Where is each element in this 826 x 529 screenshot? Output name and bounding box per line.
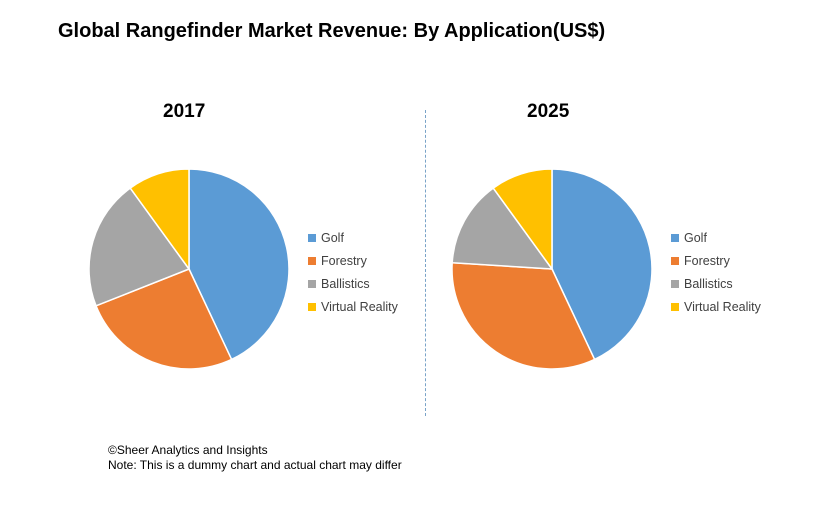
legend-swatch-ballistics: [671, 279, 679, 288]
legend-label-ballistics: Ballistics: [684, 276, 733, 291]
legend-2017: Golf Forestry Ballistics Virtual Reality: [308, 226, 398, 318]
legend-item-virtual-reality: Virtual Reality: [671, 295, 761, 318]
disclaimer-note: Note: This is a dummy chart and actual c…: [108, 458, 402, 472]
legend-swatch-golf: [308, 233, 316, 242]
legend-item-virtual-reality: Virtual Reality: [308, 295, 398, 318]
pie-slice-2025-forestry: [451, 261, 596, 370]
legend-swatch-golf: [671, 233, 679, 242]
legend-label-forestry: Forestry: [684, 253, 730, 268]
legend-swatch-ballistics: [308, 279, 316, 288]
legend-2025: Golf Forestry Ballistics Virtual Reality: [671, 226, 761, 318]
pie-title-2017: 2017: [163, 101, 206, 122]
legend-label-virtual-reality: Virtual Reality: [321, 299, 398, 314]
divider: [425, 110, 426, 416]
pie-slice-2025-virtual-reality: [492, 168, 553, 272]
chart-title: Global Rangefinder Market Revenue: By Ap…: [58, 20, 606, 42]
legend-swatch-forestry: [671, 256, 679, 265]
legend-label-golf: Golf: [321, 230, 344, 245]
legend-label-forestry: Forestry: [321, 253, 367, 268]
legend-label-golf: Golf: [684, 230, 707, 245]
legend-label-virtual-reality: Virtual Reality: [684, 299, 761, 314]
pie-slice-2017-forestry: [95, 268, 233, 370]
pie-title-2025: 2025: [527, 101, 570, 122]
legend-item-ballistics: Ballistics: [671, 272, 761, 295]
legend-item-forestry: Forestry: [308, 249, 398, 272]
pie-slice-2017-ballistics: [88, 187, 191, 307]
legend-label-ballistics: Ballistics: [321, 276, 370, 291]
legend-item-ballistics: Ballistics: [308, 272, 398, 295]
legend-item-forestry: Forestry: [671, 249, 761, 272]
pie-slice-2017-virtual-reality: [129, 168, 190, 272]
copyright-text: ©Sheer Analytics and Insights: [108, 443, 268, 457]
legend-swatch-virtual-reality: [671, 302, 679, 311]
footer: ©Sheer Analytics and Insights Note: This…: [108, 443, 402, 473]
pie-slice-2025-ballistics: [451, 187, 554, 270]
legend-item-golf: Golf: [308, 226, 398, 249]
legend-item-golf: Golf: [671, 226, 761, 249]
legend-swatch-virtual-reality: [308, 302, 316, 311]
pie-slice-2017-golf: [188, 168, 290, 361]
legend-swatch-forestry: [308, 256, 316, 265]
pie-slice-2025-golf: [551, 168, 653, 361]
